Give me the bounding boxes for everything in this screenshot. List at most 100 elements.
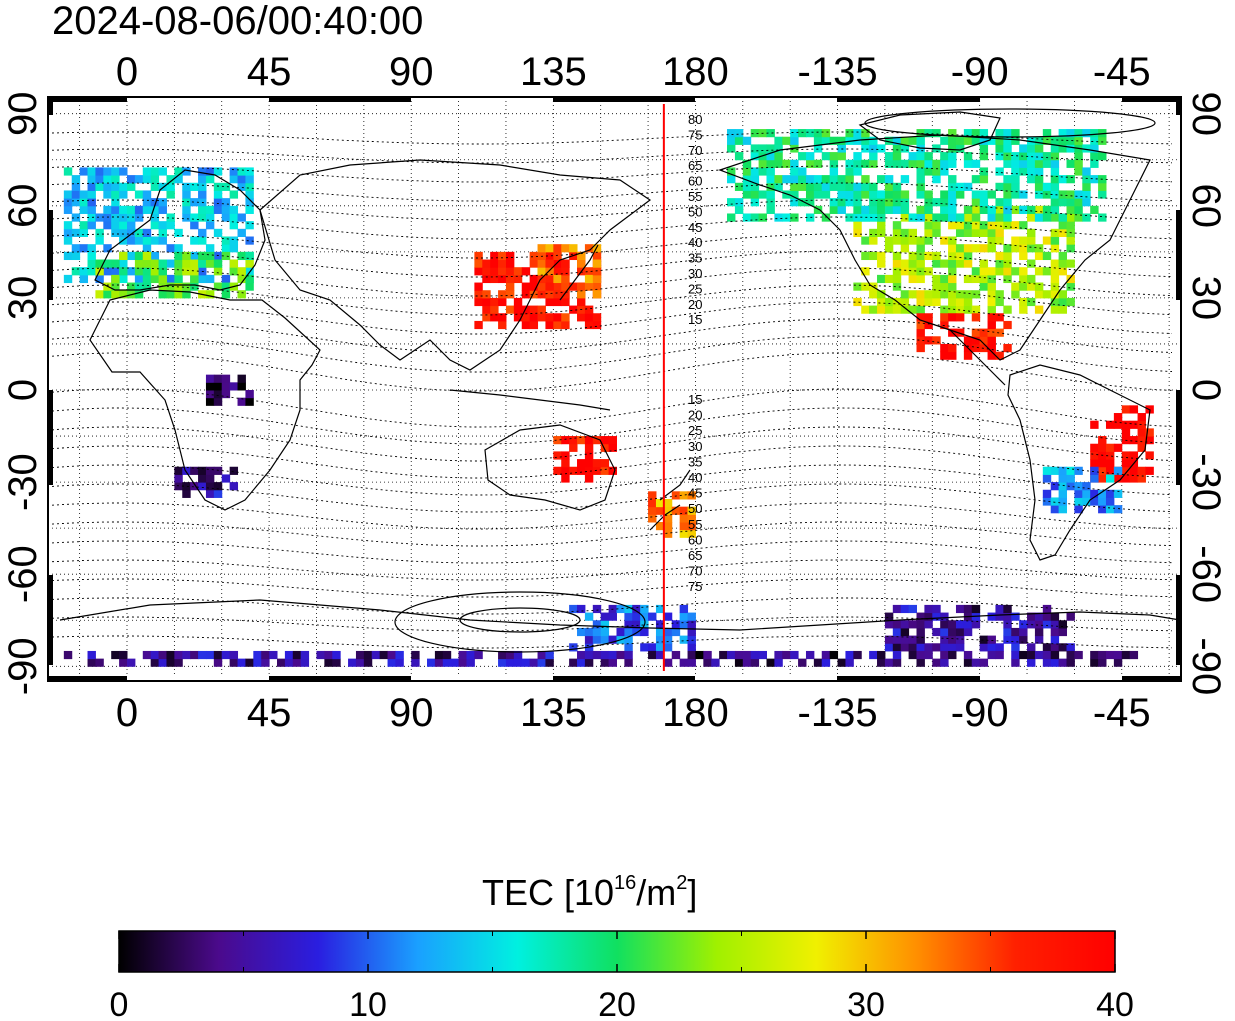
tec-cell — [166, 290, 175, 299]
tec-cell — [363, 658, 373, 667]
contour-label-south: 35 — [688, 454, 702, 469]
tec-cell — [584, 274, 594, 284]
tec-cell — [1011, 152, 1020, 161]
tec-cell — [679, 506, 689, 515]
top-lon-tick-label: -90 — [951, 50, 1009, 94]
tec-cell — [569, 436, 578, 445]
tec-cell — [1058, 482, 1068, 491]
tec-cell — [1145, 451, 1154, 460]
tec-cell — [679, 612, 689, 621]
tec-cell — [521, 267, 531, 276]
tec-cell — [1050, 228, 1060, 237]
tec-cell — [916, 320, 925, 330]
tec-cell — [561, 459, 570, 468]
tec-cell — [1137, 436, 1146, 445]
tec-cell — [190, 259, 199, 268]
tec-cell — [987, 343, 996, 353]
tec-cell — [221, 251, 231, 261]
tec-cell — [198, 190, 207, 199]
tec-cell — [948, 213, 957, 222]
tec-cell — [1066, 213, 1075, 222]
tec-cell — [205, 650, 215, 660]
tec-cell — [63, 190, 73, 199]
tec-cell — [916, 259, 925, 268]
tec-cell — [569, 443, 578, 452]
tec-cell — [150, 274, 160, 284]
tec-cell — [774, 136, 783, 145]
tec-cell — [521, 658, 531, 667]
tec-cell — [1019, 159, 1028, 168]
tec-cell — [174, 466, 183, 475]
tec-cell — [111, 282, 120, 291]
tec-cell — [1003, 635, 1012, 644]
tec-cell — [577, 627, 586, 637]
tec-cell — [387, 658, 396, 667]
tec-cell — [190, 267, 199, 276]
tec-cell — [584, 474, 594, 483]
tec-cell — [1105, 466, 1115, 475]
tec-cell — [1034, 152, 1044, 161]
tec-cell — [490, 267, 499, 276]
tec-cell — [213, 182, 223, 191]
tec-cell — [948, 282, 957, 291]
tec-cell — [1113, 505, 1123, 514]
tec-cell — [932, 221, 941, 230]
tec-cell — [995, 221, 1004, 230]
tec-cell — [1042, 136, 1052, 145]
tec-cell — [908, 305, 917, 314]
tec-cell — [1027, 259, 1036, 268]
tec-cell — [229, 167, 239, 176]
tec-cell — [584, 627, 594, 637]
tec-cell — [103, 221, 112, 230]
tec-cell — [884, 190, 894, 199]
tec-cell — [1019, 144, 1028, 153]
tec-cell — [766, 152, 775, 161]
tec-cell — [529, 282, 539, 291]
tec-cell — [1003, 213, 1012, 222]
tec-cell — [119, 251, 128, 261]
tec-cell — [648, 506, 657, 515]
tec-cell — [1066, 643, 1075, 652]
tec-cell — [948, 251, 957, 261]
tec-cell — [948, 297, 957, 307]
tec-cell — [924, 290, 933, 299]
tec-cell — [103, 167, 112, 176]
tec-cell — [979, 635, 989, 644]
tec-cell — [1105, 650, 1115, 660]
tec-cell — [1121, 474, 1131, 483]
tec-cell — [1027, 136, 1036, 145]
tec-cell — [655, 506, 665, 515]
tec-cell — [758, 144, 767, 153]
tec-cell — [932, 612, 941, 621]
tec-cell — [908, 228, 917, 237]
tec-cell — [229, 244, 239, 253]
tec-cell — [332, 650, 341, 660]
tec-cell — [766, 144, 775, 153]
tec-cell — [458, 650, 467, 660]
tec-cell — [932, 643, 941, 652]
tec-cell — [63, 167, 73, 176]
magnetic-contour — [51, 597, 1173, 615]
tec-cell — [908, 251, 917, 261]
tec-cell — [963, 213, 973, 222]
tec-cell — [703, 658, 712, 667]
tec-cell — [845, 650, 854, 660]
tec-cell — [521, 313, 531, 322]
tec-cell — [995, 290, 1004, 299]
tec-cell — [798, 182, 807, 191]
tec-cell — [940, 643, 949, 652]
tec-cell — [608, 443, 617, 452]
tec-cell — [663, 627, 673, 637]
tec-cell — [648, 498, 657, 508]
coast-indonesia — [449, 389, 611, 411]
tec-cell — [474, 650, 483, 660]
bottom-lon-tick-label: 45 — [247, 691, 292, 735]
tec-cell — [932, 282, 941, 291]
tec-cell — [932, 259, 941, 268]
tec-cell — [245, 221, 254, 230]
tec-cell — [624, 612, 633, 621]
contour-label-north: 55 — [688, 189, 702, 204]
tec-cell — [987, 136, 996, 145]
tec-cell — [1019, 305, 1028, 314]
tec-cell — [845, 129, 854, 138]
